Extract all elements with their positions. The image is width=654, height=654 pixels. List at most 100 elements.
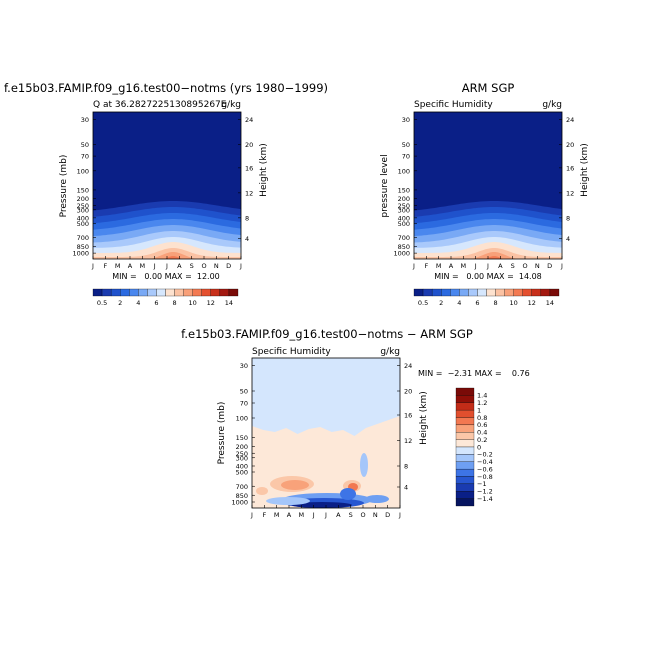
y-right-tick-label: 8 <box>566 214 570 222</box>
y-right-tick-label: 24 <box>404 362 412 370</box>
y-tick-label: 250 <box>236 450 248 458</box>
panel-diff-y-ticks-right: 24 20 16 12 8 4 <box>397 362 412 492</box>
y-right-tick-label: 12 <box>245 189 253 197</box>
colorbar-swatch <box>455 498 475 507</box>
y-tick-label: 100 <box>236 415 248 423</box>
x-tick-label: F <box>424 262 428 270</box>
diff-contour-10 <box>266 497 310 505</box>
colorbar-label: 0.8 <box>477 414 487 422</box>
panel-diff-subtitle-right: g/kg <box>380 347 400 357</box>
colorbar-label: −0.4 <box>477 458 493 466</box>
panel-diff: f.e15b03.FAMIP.f09_g16.test00−notms − AR… <box>181 327 530 519</box>
colorbar-swatch <box>455 454 475 462</box>
diff-contour-1 <box>281 480 309 490</box>
colorbar-swatch <box>455 491 475 499</box>
x-tick-label: N <box>214 262 219 270</box>
y-tick-label: 300 <box>398 206 410 214</box>
colorbar-label: 14 <box>225 299 233 307</box>
x-tick-label: J <box>91 262 94 270</box>
y-tick-label: 30 <box>240 362 248 370</box>
colorbar-swatch <box>455 476 475 485</box>
colorbar-label: 8 <box>172 299 176 307</box>
colorbar-swatch <box>138 288 148 297</box>
colorbar-swatch <box>477 288 487 297</box>
x-tick-label: O <box>522 262 527 270</box>
y-right-tick-label: 20 <box>245 141 253 149</box>
y-tick-label: 50 <box>402 141 410 149</box>
colorbar-label: 0.5 <box>418 299 428 307</box>
colorbar-label: −1 <box>477 480 487 488</box>
y-right-tick-label: 12 <box>566 189 574 197</box>
colorbar-label: 0.5 <box>97 299 107 307</box>
x-tick-label: J <box>412 262 415 270</box>
colorbar-label: 6 <box>475 299 479 307</box>
colorbar-label: 4 <box>457 299 461 307</box>
y-right-tick-label: 4 <box>245 235 249 243</box>
x-tick-label: M <box>436 262 442 270</box>
colorbar-swatch <box>549 288 560 297</box>
x-tick-label: S <box>190 262 194 270</box>
y-tick-label: 1000 <box>231 499 248 507</box>
colorbar-label: 12 <box>528 299 536 307</box>
colorbar-swatch <box>455 468 475 477</box>
panel-model-colorbar: 0.5 2 4 6 8 10 12 14 <box>92 288 239 307</box>
colorbar-swatch <box>455 387 475 396</box>
y-tick-label: 70 <box>81 153 89 161</box>
colorbar-swatch <box>210 288 221 297</box>
colorbar-label: 0.4 <box>477 429 487 437</box>
y-right-tick-label: 8 <box>245 214 249 222</box>
x-tick-label: A <box>177 262 182 270</box>
y-tick-label: 850 <box>236 492 248 500</box>
x-tick-label: J <box>250 511 253 519</box>
diff-contour-11 <box>365 495 389 503</box>
colorbar-swatch <box>455 402 475 411</box>
x-tick-label: A <box>287 511 292 519</box>
y-tick-label: 700 <box>236 483 248 491</box>
y-tick-label: 500 <box>398 220 410 228</box>
colorbar-swatch <box>441 288 451 297</box>
colorbar-swatch <box>174 288 184 297</box>
x-tick-label: D <box>226 262 231 270</box>
panel-diff-subtitle-left: Specific Humidity <box>252 347 331 357</box>
diff-contour-5 <box>360 453 368 477</box>
x-tick-label: A <box>128 262 133 270</box>
y-tick-label: 400 <box>398 214 410 222</box>
panel-model-title: f.e15b03.FAMIP.f09_g16.test00−notms (yrs… <box>4 81 328 95</box>
panel-model-ylabel-right: Height (km) <box>259 143 269 197</box>
x-tick-label: N <box>535 262 540 270</box>
contour-band-9 <box>414 252 562 259</box>
x-tick-label: J <box>165 262 168 270</box>
panel-model-y-ticks-right: 24 20 16 12 8 4 <box>238 116 253 243</box>
colorbar-swatch <box>413 288 424 297</box>
panel-diff-plot <box>252 358 400 508</box>
colorbar-label: 1.4 <box>477 392 487 400</box>
y-right-tick-label: 4 <box>566 235 570 243</box>
colorbar-swatch <box>513 288 523 297</box>
colorbar-label: −0.6 <box>477 465 493 473</box>
y-tick-label: 150 <box>236 434 248 442</box>
colorbar-label: 10 <box>510 299 518 307</box>
panel-diff-ylabel-right: Height (km) <box>419 391 429 445</box>
x-tick-label: D <box>385 511 390 519</box>
y-right-tick-label: 24 <box>566 116 574 124</box>
y-right-tick-label: 8 <box>404 463 408 471</box>
x-tick-label: J <box>560 262 563 270</box>
y-tick-label: 30 <box>81 116 89 124</box>
panel-obs-plot <box>414 112 562 259</box>
colorbar-swatch <box>192 288 202 297</box>
colorbar-swatch <box>129 288 139 297</box>
colorbar-swatch <box>455 446 475 455</box>
colorbar-label: 4 <box>136 299 140 307</box>
colorbar-swatch <box>228 288 239 297</box>
colorbar-label: 12 <box>207 299 215 307</box>
y-tick-label: 500 <box>77 220 89 228</box>
panel-diff-stats: MIN = −2.31 MAX = 0.76 <box>418 369 530 378</box>
x-tick-label: M <box>299 511 305 519</box>
colorbar-swatch <box>201 288 211 297</box>
x-tick-label: A <box>449 262 454 270</box>
diff-contour-8 <box>292 502 352 508</box>
panel-obs-colorbar: 0.5 2 4 6 8 10 12 14 <box>413 288 560 307</box>
